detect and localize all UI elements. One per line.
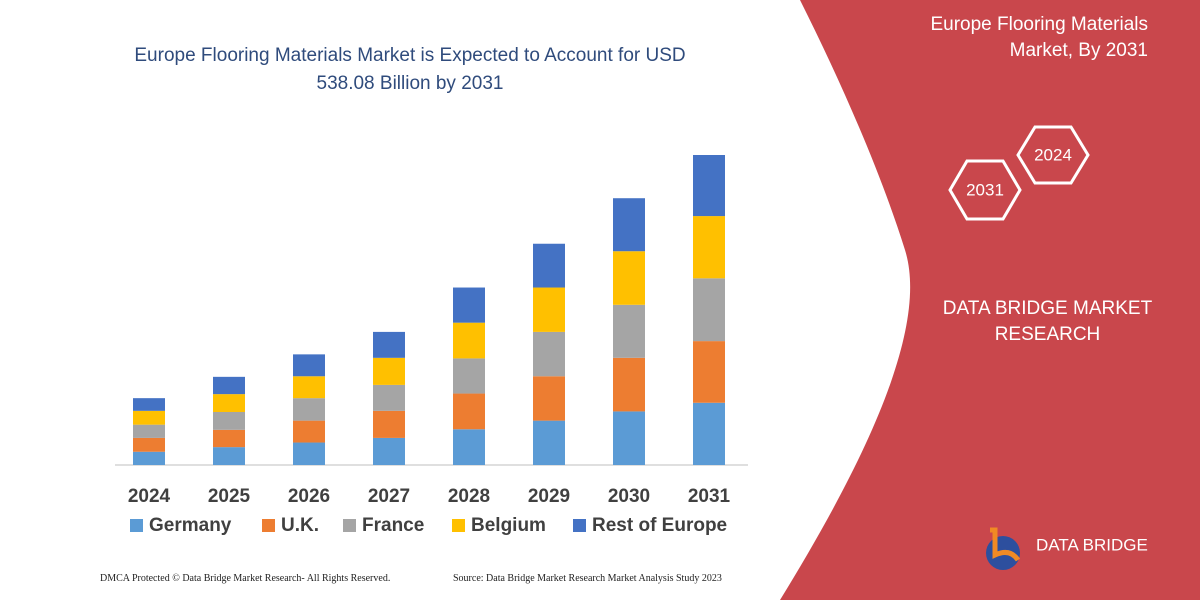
legend-label: Rest of Europe: [592, 515, 727, 536]
hex-label: 2024: [1034, 145, 1072, 164]
bar-segment: [293, 398, 325, 421]
bar-segment: [133, 451, 165, 465]
bar-segment: [613, 251, 645, 305]
bar-segment: [533, 376, 565, 421]
bar-segment: [293, 442, 325, 465]
bar-segment: [293, 376, 325, 399]
bar-segment: [213, 447, 245, 465]
x-tick-label: 2031: [688, 486, 731, 507]
legend-label: U.K.: [281, 515, 319, 536]
bar-segment: [373, 331, 405, 358]
bar-segment: [213, 394, 245, 412]
bar-segment: [373, 384, 405, 411]
bar-segment: [533, 331, 565, 377]
x-tick-label: 2030: [608, 486, 650, 507]
logo-icon: [990, 527, 1021, 562]
bar-segment: [453, 393, 485, 430]
footer-text: DMCA Protected © Data Bridge Market Rese…: [100, 573, 391, 584]
x-tick-label: 2026: [288, 486, 330, 507]
bar-segment: [453, 322, 485, 359]
bar-segment: [533, 420, 565, 465]
bar-segment: [133, 398, 165, 411]
bar-segment: [453, 287, 485, 323]
legend-label: Belgium: [471, 515, 546, 536]
bar-segment: [693, 216, 725, 279]
x-tick-label: 2025: [208, 486, 251, 507]
x-tick-label: 2024: [128, 486, 171, 507]
legend-swatch: [573, 519, 586, 532]
bar-segment: [693, 341, 725, 403]
chart-title: Europe Flooring Materials Market is Expe…: [134, 45, 686, 94]
brand-text: DATA BRIDGE MARKET RESEARCH: [942, 298, 1153, 345]
hexagon: [1016, 125, 1090, 185]
bar-segment: [613, 304, 645, 358]
bar-segment: [693, 402, 725, 465]
footer-text: Source: Data Bridge Market Research Mark…: [453, 573, 722, 584]
bar-segment: [373, 410, 405, 438]
legend-swatch: [343, 519, 356, 532]
bar-segment: [293, 354, 325, 377]
bar-segment: [133, 410, 165, 425]
bar-segment: [613, 198, 645, 252]
x-tick-label: 2028: [448, 486, 490, 507]
bar-segment: [213, 411, 245, 430]
legend-label: Germany: [149, 515, 232, 536]
bar-segment: [373, 437, 405, 465]
x-tick-label: 2029: [528, 486, 570, 507]
legend-swatch: [130, 519, 143, 532]
bar-segment: [133, 437, 165, 452]
bar-segment: [213, 376, 245, 395]
legend-swatch: [262, 519, 275, 532]
hexagon: [948, 159, 1022, 221]
bar-segment: [613, 411, 645, 465]
bar-segment: [693, 278, 725, 342]
x-tick-label: 2027: [368, 486, 410, 507]
bar-segment: [453, 358, 485, 394]
legend-label: France: [362, 515, 424, 536]
legend-swatch: [452, 519, 465, 532]
bar-segment: [693, 155, 725, 217]
side-panel: [780, 0, 1200, 600]
bar-segment: [533, 287, 565, 332]
panel-title: Europe Flooring Materials Market, By 203…: [930, 14, 1148, 61]
bar-segment: [213, 429, 245, 448]
hex-label: 2031: [966, 180, 1004, 199]
bar-segment: [293, 420, 325, 443]
bar-segment: [373, 357, 405, 385]
logo-text: DATA BRIDGE: [1036, 535, 1148, 554]
bar-segment: [613, 357, 645, 412]
bar-segment: [533, 243, 565, 288]
bar-segment: [453, 429, 485, 465]
bar-segment: [133, 424, 165, 438]
